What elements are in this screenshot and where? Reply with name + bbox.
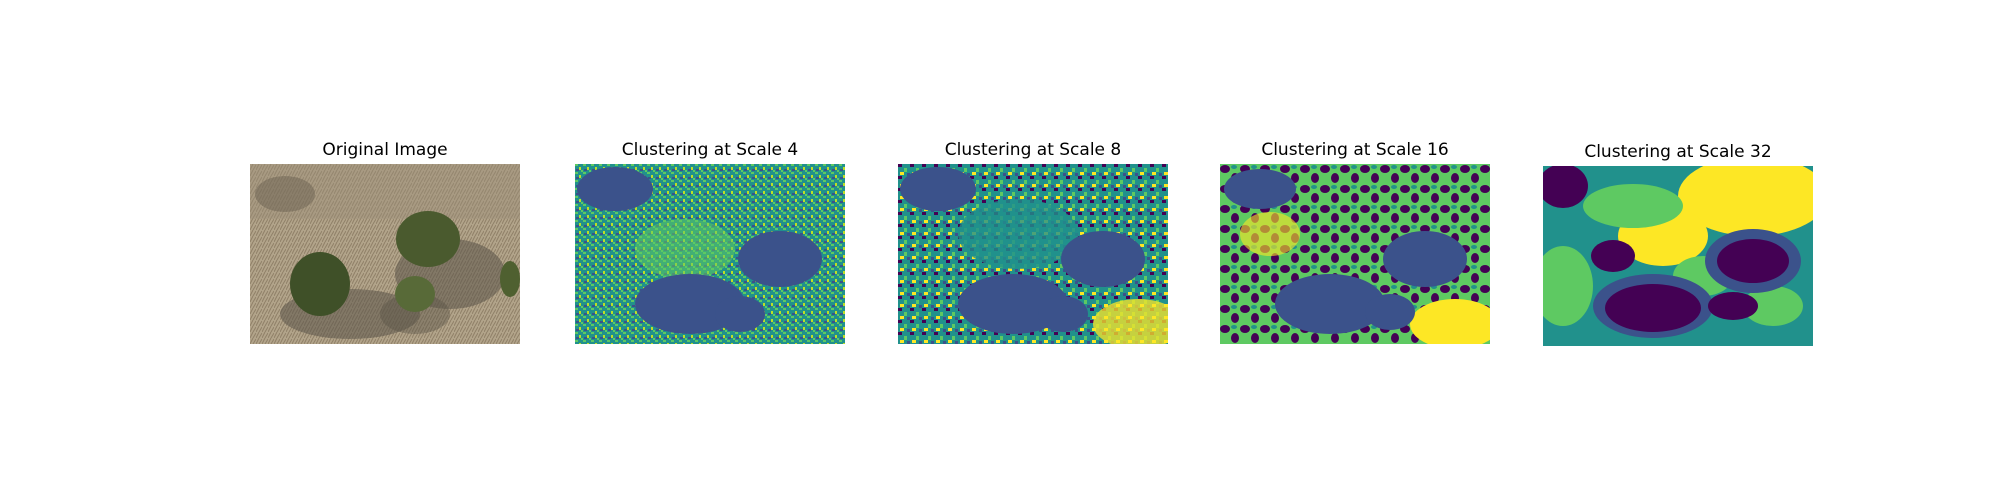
panel-title: Clustering at Scale 4 bbox=[621, 140, 799, 160]
panel-title: Clustering at Scale 16 bbox=[1261, 140, 1449, 160]
cluster-map-scale-4 bbox=[575, 164, 845, 344]
cluster-map-scale-8 bbox=[898, 164, 1168, 344]
panel-title: Original Image bbox=[322, 140, 448, 160]
panel-title: Clustering at Scale 32 bbox=[1584, 142, 1772, 162]
cluster-map-scale-32 bbox=[1543, 166, 1813, 346]
cluster-map-scale-16 bbox=[1220, 164, 1490, 344]
aerial-photo bbox=[250, 164, 520, 344]
panel-title: Clustering at Scale 8 bbox=[944, 140, 1122, 160]
